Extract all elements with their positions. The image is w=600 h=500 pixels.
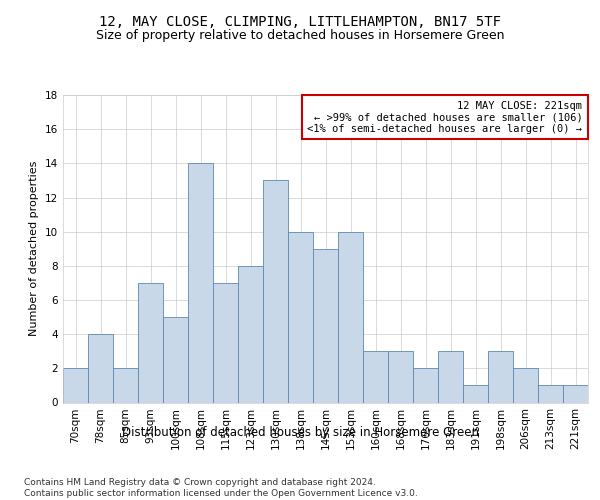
Bar — [513, 368, 538, 402]
Bar — [288, 232, 313, 402]
Bar — [163, 317, 188, 402]
Text: Distribution of detached houses by size in Horsemere Green: Distribution of detached houses by size … — [121, 426, 479, 439]
Bar — [63, 368, 88, 402]
Text: Size of property relative to detached houses in Horsemere Green: Size of property relative to detached ho… — [96, 28, 504, 42]
Bar — [238, 266, 263, 402]
Bar — [113, 368, 138, 402]
Bar — [138, 283, 163, 403]
Bar — [563, 386, 588, 402]
Text: 12, MAY CLOSE, CLIMPING, LITTLEHAMPTON, BN17 5TF: 12, MAY CLOSE, CLIMPING, LITTLEHAMPTON, … — [99, 16, 501, 30]
Bar — [363, 351, 388, 403]
Bar — [88, 334, 113, 402]
Bar — [488, 351, 513, 403]
Bar — [338, 232, 363, 402]
Bar — [463, 386, 488, 402]
Y-axis label: Number of detached properties: Number of detached properties — [29, 161, 40, 336]
Bar — [213, 283, 238, 403]
Text: 12 MAY CLOSE: 221sqm
← >99% of detached houses are smaller (106)
<1% of semi-det: 12 MAY CLOSE: 221sqm ← >99% of detached … — [307, 100, 583, 134]
Bar — [413, 368, 438, 402]
Bar — [263, 180, 288, 402]
Bar — [388, 351, 413, 403]
Text: Contains HM Land Registry data © Crown copyright and database right 2024.
Contai: Contains HM Land Registry data © Crown c… — [24, 478, 418, 498]
Bar — [438, 351, 463, 403]
Bar — [538, 386, 563, 402]
Bar — [313, 248, 338, 402]
Bar — [188, 164, 213, 402]
